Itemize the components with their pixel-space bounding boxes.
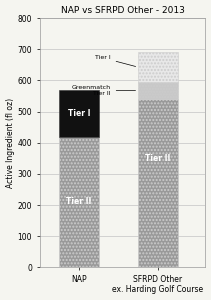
Bar	[138, 82, 178, 99]
Bar	[138, 99, 178, 267]
Text: Tier I: Tier I	[68, 109, 90, 118]
Bar	[59, 136, 99, 267]
Text: Tier I: Tier I	[95, 55, 136, 67]
Text: Tier II: Tier II	[66, 197, 92, 206]
Text: Tier II: Tier II	[145, 154, 171, 163]
Bar	[138, 52, 178, 82]
Y-axis label: Active Ingredient (fl oz): Active Ingredient (fl oz)	[5, 98, 15, 188]
Bar	[59, 90, 99, 136]
Text: Greenmatch
Tier II: Greenmatch Tier II	[72, 85, 135, 96]
Title: NAP vs SFRPD Other - 2013: NAP vs SFRPD Other - 2013	[61, 6, 184, 15]
